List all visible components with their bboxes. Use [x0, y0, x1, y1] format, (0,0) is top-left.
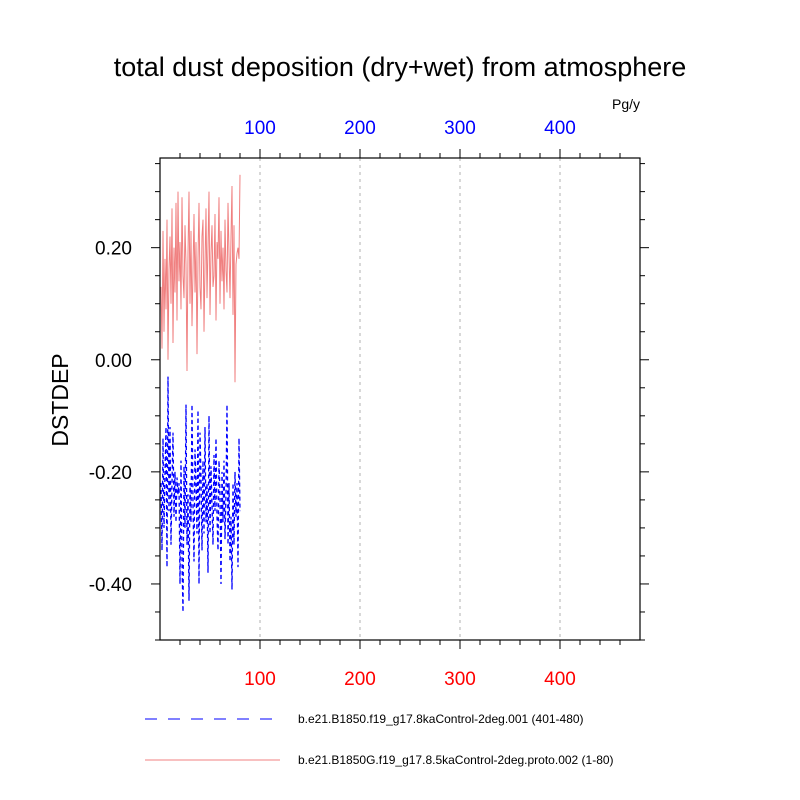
x-tick-label-top: 200 — [344, 118, 376, 139]
y-tick-label: -0.20 — [89, 463, 132, 484]
y-tick-label: 0.00 — [95, 351, 132, 372]
x-tick-label-bottom: 300 — [444, 669, 476, 690]
series-line-2 — [160, 174, 241, 383]
x-tick-label-bottom: 100 — [244, 669, 276, 690]
x-tick-label-top: 400 — [544, 118, 576, 139]
units-label: Pg/y — [612, 96, 640, 112]
x-tick-label-top: 300 — [444, 118, 476, 139]
legend-label-1: b.e21.B1850.f19_g17.8kaControl-2deg.001 … — [298, 712, 584, 726]
legend-label-2: b.e21.B1850G.f19_g17.8.5kaControl-2deg.p… — [298, 753, 614, 767]
y-tick-label: 0.20 — [95, 239, 132, 260]
x-tick-label-bottom: 200 — [344, 669, 376, 690]
x-tick-label-bottom: 400 — [544, 669, 576, 690]
grid-lines — [259, 158, 561, 640]
series-line-1 — [160, 376, 241, 612]
y-axis-label: DSTDEP — [47, 353, 73, 446]
chart-title: total dust deposition (dry+wet) from atm… — [114, 52, 687, 82]
axes: 0.20 0.00 -0.20 -0.40 100 200 300 400 100 200 300 4… — [89, 118, 649, 690]
x-tick-label-top: 100 — [244, 118, 276, 139]
series-layer — [160, 174, 241, 612]
legend: b.e21.B1850.f19_g17.8kaControl-2deg.001 … — [145, 712, 614, 767]
y-tick-label: -0.40 — [89, 575, 132, 596]
